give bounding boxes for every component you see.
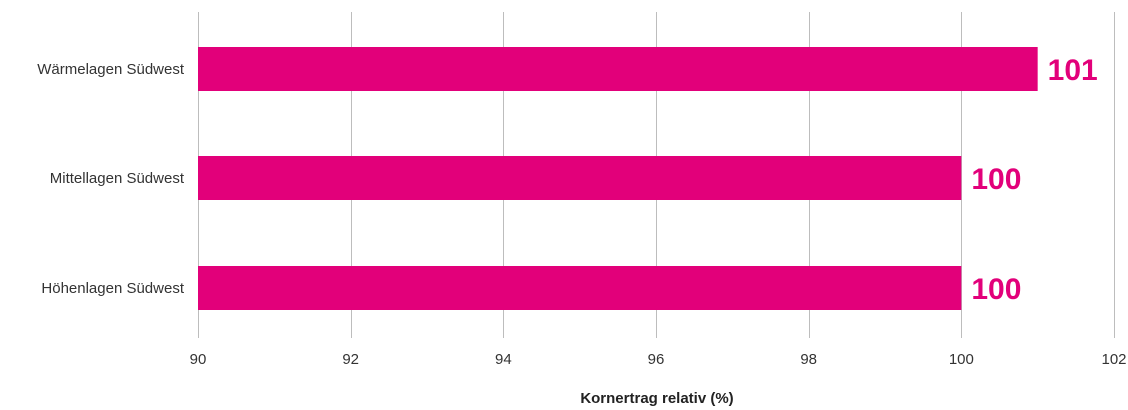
category-label: Höhenlagen Südwest [41, 280, 184, 297]
category-label: Wärmelagen Südwest [37, 61, 185, 78]
data-label: 100 [971, 163, 1021, 196]
category-label: Mittellagen Südwest [50, 170, 185, 187]
data-labels: 101 100 100 [971, 54, 1097, 306]
x-tick-label: 92 [342, 351, 359, 368]
bar [198, 47, 1038, 91]
bar [198, 156, 962, 200]
x-tick-label: 94 [495, 351, 512, 368]
bars [198, 47, 1038, 310]
x-axis-title: Kornertrag relativ (%) [580, 390, 733, 407]
x-tick-label: 102 [1101, 351, 1126, 368]
x-tick-labels: 90 92 94 96 98 100 102 [190, 351, 1127, 368]
data-label: 100 [971, 273, 1021, 306]
bar [198, 266, 962, 310]
data-label: 101 [1048, 54, 1098, 87]
x-tick-label: 90 [190, 351, 207, 368]
x-tick-label: 96 [648, 351, 665, 368]
x-tick-label: 100 [949, 351, 974, 368]
x-tick-label: 98 [800, 351, 817, 368]
category-labels: Wärmelagen Südwest Mittellagen Südwest Höh… [37, 61, 185, 297]
